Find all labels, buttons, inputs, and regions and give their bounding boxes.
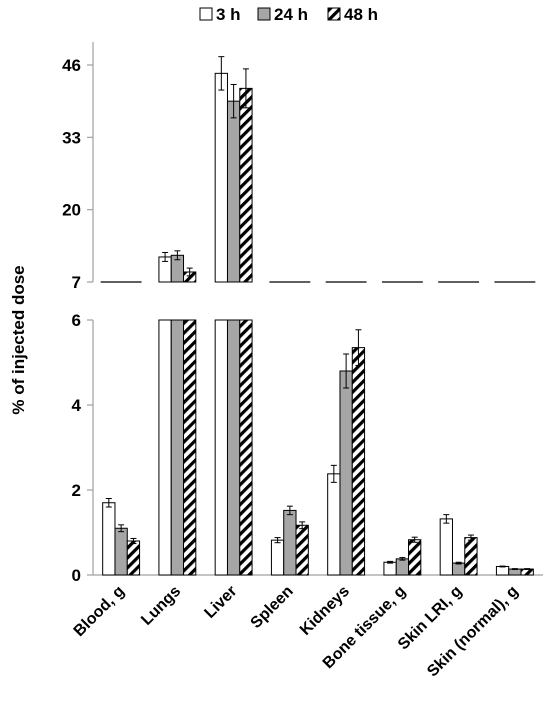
category-label: Kidneys <box>297 583 353 639</box>
lower-tick-label: 6 <box>72 311 81 330</box>
upper-tick-label: 7 <box>72 273 81 292</box>
bar <box>214 319 228 576</box>
bar <box>295 524 309 576</box>
bar <box>126 540 141 576</box>
legend-swatch <box>257 7 271 21</box>
y-axis-label: % of injected dose <box>9 265 28 414</box>
bar <box>283 509 297 576</box>
bar <box>495 566 510 576</box>
bar <box>226 100 241 283</box>
bar <box>183 319 197 576</box>
bar <box>102 502 116 576</box>
lower-tick-label: 4 <box>72 396 82 415</box>
upper-tick-label: 46 <box>62 56 81 75</box>
bar <box>114 527 128 576</box>
bar <box>170 319 185 576</box>
legend-label: 48 h <box>344 5 378 24</box>
category-label: Blood, g <box>71 583 128 640</box>
bars <box>100 72 536 576</box>
bar <box>214 72 228 283</box>
bar <box>464 537 478 576</box>
category-label: Lungs <box>138 583 184 629</box>
category-label: Spleen <box>248 583 297 632</box>
bar <box>339 370 353 576</box>
legend-label: 24 h <box>274 5 308 24</box>
legend-swatch <box>199 7 213 21</box>
bar <box>239 87 253 283</box>
error-bars <box>105 56 531 570</box>
upper-tick-label: 20 <box>62 201 81 220</box>
bar <box>351 347 366 576</box>
upper-tick-label: 33 <box>62 128 81 147</box>
upper-axis: 7 20 33 46 <box>62 42 94 292</box>
bar <box>383 561 397 576</box>
bar <box>439 518 453 576</box>
lower-tick-label: 2 <box>72 481 81 500</box>
bar <box>226 319 241 576</box>
legend-swatch <box>327 7 341 21</box>
legend-label: 3 h <box>216 5 241 24</box>
category-label: Liver <box>201 583 240 622</box>
bar <box>239 319 253 576</box>
lower-tick-label: 0 <box>72 566 81 585</box>
bar <box>408 539 422 576</box>
bar <box>451 562 466 576</box>
bar <box>395 558 410 576</box>
bar <box>327 473 341 576</box>
bar <box>158 319 172 576</box>
bar <box>270 539 285 576</box>
legend: 3 h 24 h 48 h <box>199 5 378 24</box>
